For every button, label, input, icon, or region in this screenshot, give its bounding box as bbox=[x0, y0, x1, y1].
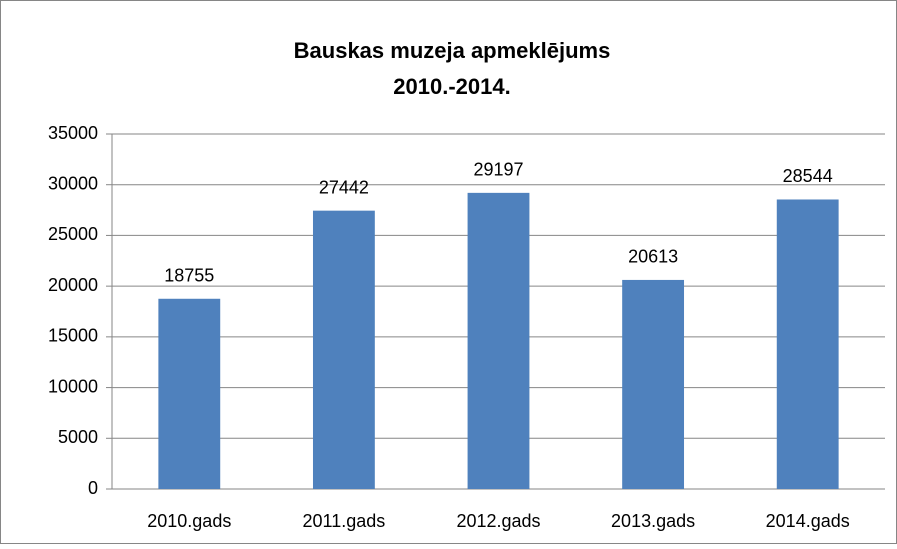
bar bbox=[158, 298, 221, 489]
x-tick-label: 2014.gads bbox=[766, 511, 850, 531]
bar bbox=[622, 279, 685, 489]
bar bbox=[776, 199, 839, 489]
y-tick-label: 35000 bbox=[48, 123, 98, 143]
x-tick-label: 2012.gads bbox=[456, 511, 540, 531]
x-tick-label: 2011.gads bbox=[303, 511, 386, 531]
chart-title: 2010.-2014. bbox=[393, 74, 510, 99]
data-label: 28544 bbox=[783, 166, 833, 186]
y-tick-label: 20000 bbox=[48, 275, 98, 295]
bar bbox=[467, 192, 530, 489]
data-label: 20613 bbox=[628, 247, 678, 267]
y-tick-label: 30000 bbox=[48, 173, 98, 193]
y-tick-label: 15000 bbox=[48, 326, 98, 346]
y-tick-label: 10000 bbox=[48, 376, 98, 396]
data-label: 18755 bbox=[164, 266, 214, 286]
data-label: 29197 bbox=[473, 160, 523, 180]
chart-title: Bauskas muzeja apmeklējums bbox=[294, 38, 611, 63]
y-tick-label: 25000 bbox=[48, 224, 98, 244]
x-tick-label: 2013.gads bbox=[611, 511, 695, 531]
data-label: 27442 bbox=[319, 177, 369, 197]
bar bbox=[312, 210, 375, 489]
y-tick-label: 5000 bbox=[58, 427, 98, 447]
x-tick-label: 2010.gads bbox=[147, 511, 231, 531]
y-tick-label: 0 bbox=[88, 478, 98, 498]
